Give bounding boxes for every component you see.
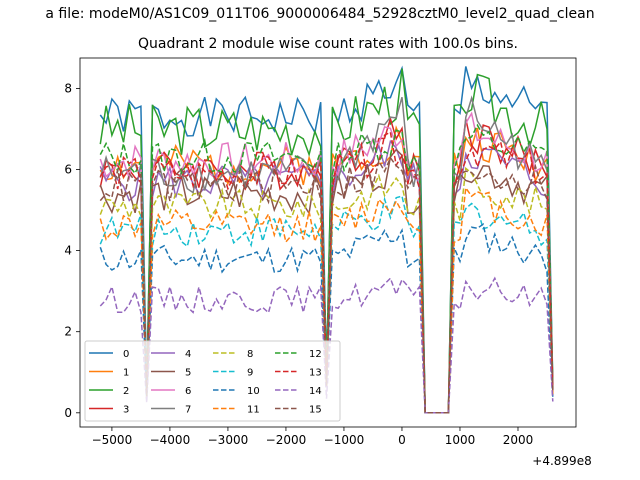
legend-label-0: 0: [123, 349, 129, 360]
x-tick-label: 1000: [445, 433, 476, 447]
legend-label-9: 9: [247, 368, 253, 379]
legend-label-4: 4: [185, 349, 191, 360]
y-axis: 0 2 4 6 8: [64, 81, 80, 420]
y-tick-label: 6: [64, 163, 72, 177]
legend-label-15: 15: [309, 405, 322, 416]
x-tick-label: −5000: [92, 433, 133, 447]
legend-label-7: 7: [185, 405, 191, 416]
x-axis: −5000 −4000 −3000 −2000 −1000 0 1000 2000: [92, 427, 534, 447]
legend-label-13: 13: [309, 368, 322, 379]
legend-label-11: 11: [247, 405, 260, 416]
x-tick-label: 2000: [503, 433, 534, 447]
legend-label-1: 1: [123, 368, 129, 379]
chart-title: Quadrant 2 module wise count rates with …: [138, 36, 518, 52]
x-offset-label: +4.899e8: [532, 454, 591, 468]
legend-label-6: 6: [185, 386, 191, 397]
x-tick-label: 0: [398, 433, 406, 447]
y-tick-label: 4: [64, 244, 72, 258]
x-tick-label: −2000: [266, 433, 307, 447]
y-tick-label: 0: [64, 406, 72, 420]
legend-label-3: 3: [123, 405, 129, 416]
legend-label-14: 14: [309, 386, 322, 397]
plot-frame: [79, 57, 577, 428]
x-tick-label: −1000: [324, 433, 365, 447]
y-tick-label: 8: [64, 81, 72, 95]
legend-label-8: 8: [247, 349, 253, 360]
y-tick-label: 2: [64, 325, 72, 339]
legend-label-12: 12: [309, 349, 322, 360]
legend-frame: [84, 340, 341, 422]
figure-suptitle: a file: modeM0/AS1C09_011T06_9000006484_…: [45, 6, 594, 22]
legend-label-5: 5: [185, 368, 191, 379]
x-tick-label: −3000: [208, 433, 249, 447]
x-tick-label: −4000: [150, 433, 191, 447]
legend-label-2: 2: [123, 386, 129, 397]
legend-label-10: 10: [247, 386, 260, 397]
